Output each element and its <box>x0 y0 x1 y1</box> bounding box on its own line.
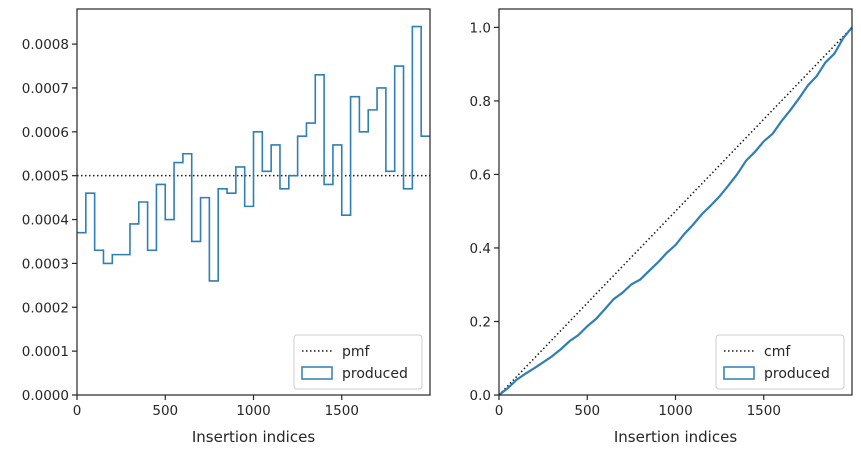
x-tick-label: 1000 <box>658 403 692 419</box>
histogram-x-tick-labels: 0 500 1000 1500 <box>73 403 359 419</box>
y-tick-label: 0.0006 <box>22 125 69 141</box>
y-tick-label: 1.0 <box>470 20 491 36</box>
cumulative-x-axis-label: Insertion indices <box>614 428 737 446</box>
histogram-legend-box <box>293 334 423 390</box>
y-tick-label: 0.0008 <box>22 37 69 53</box>
histogram-y-tick-labels: 0.0000 0.0001 0.0002 0.0003 0.0004 0.0005 0.00… <box>22 37 69 404</box>
x-tick-label: 0 <box>73 403 82 419</box>
y-tick-label: 0.0005 <box>22 169 69 185</box>
x-tick-label: 1500 <box>747 403 781 419</box>
y-tick-label: 0.0001 <box>22 344 69 360</box>
y-tick-label: 0.4 <box>470 241 491 257</box>
x-tick-label: 1000 <box>236 403 270 419</box>
legend-produced-label: produced <box>764 366 830 382</box>
histogram-axes-frame <box>76 8 431 396</box>
legend-produced-swatch <box>301 366 333 380</box>
histogram-legend: pmf produced <box>293 334 423 390</box>
legend-cmf-label: cmf <box>764 344 791 360</box>
cmf-reference-line <box>498 26 853 396</box>
x-tick-label: 1500 <box>325 403 359 419</box>
y-tick-label: 0.6 <box>470 167 491 183</box>
histogram-tick-marks <box>72 43 343 400</box>
y-tick-label: 0.0000 <box>22 388 69 404</box>
x-tick-label: 0 <box>495 403 504 419</box>
cumulative-tick-marks <box>494 26 765 400</box>
y-tick-label: 0.0007 <box>22 81 69 97</box>
cumulative-legend: cmf produced <box>715 334 845 390</box>
produced-histogram-step <box>77 25 430 282</box>
y-tick-label: 0.0003 <box>22 256 69 272</box>
legend-produced-label: produced <box>342 366 408 382</box>
histogram-x-axis-label: Insertion indices <box>192 428 315 446</box>
produced-cumulative-line <box>498 26 853 396</box>
legend-produced-swatch <box>723 366 755 380</box>
y-tick-label: 0.8 <box>470 94 491 110</box>
cumulative-x-tick-labels: 0 500 1000 1500 <box>495 403 781 419</box>
cumulative-legend-box <box>715 334 845 390</box>
cumulative-panel: 0.0 0.2 0.4 0.6 0.8 1.0 0 500 1000 1500 Insertio… <box>470 8 853 446</box>
cumulative-y-tick-labels: 0.0 0.2 0.4 0.6 0.8 1.0 <box>470 20 491 404</box>
y-tick-label: 0.2 <box>470 314 491 330</box>
y-tick-label: 0.0004 <box>22 213 69 229</box>
y-tick-label: 0.0 <box>470 388 491 404</box>
histogram-panel: 0.0000 0.0001 0.0002 0.0003 0.0004 0.0005 0.00… <box>22 8 431 446</box>
y-tick-label: 0.0002 <box>22 300 69 316</box>
x-tick-label: 500 <box>574 403 600 419</box>
cumulative-axes-frame <box>498 8 853 396</box>
x-tick-label: 500 <box>152 403 178 419</box>
legend-pmf-label: pmf <box>342 344 371 360</box>
